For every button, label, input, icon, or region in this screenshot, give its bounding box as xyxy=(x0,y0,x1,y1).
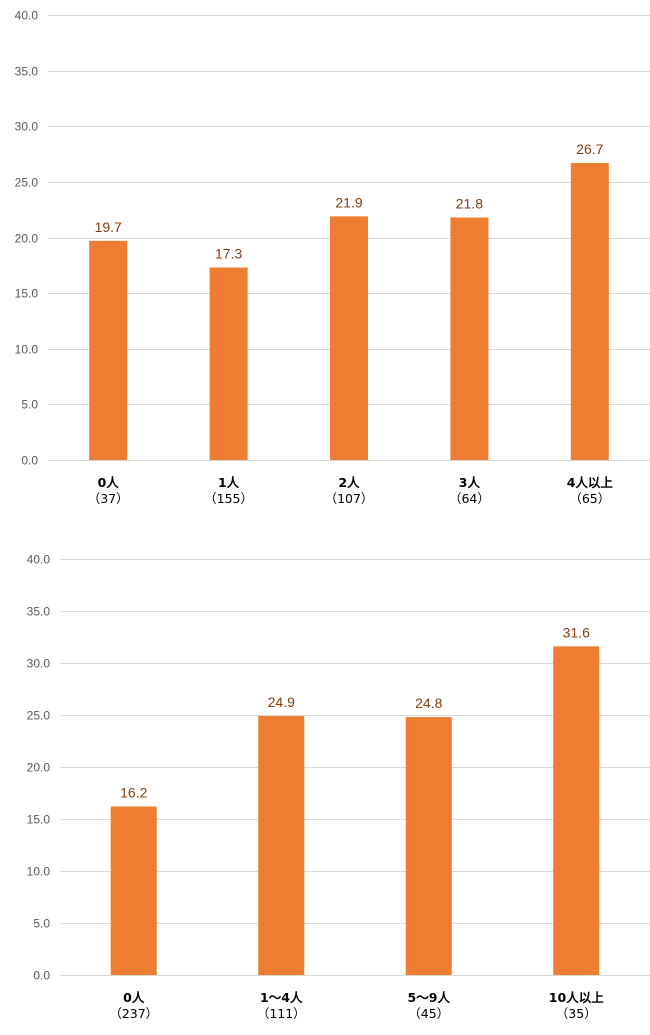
y-tick-label: 15.0 xyxy=(27,813,51,827)
y-tick-label: 25.0 xyxy=(15,176,39,190)
y-tick-label: 20.0 xyxy=(27,761,51,775)
data-label: 24.8 xyxy=(415,695,442,711)
y-tick-label: 35.0 xyxy=(15,65,39,79)
data-label: 16.2 xyxy=(120,785,147,801)
category-label: 1～4人 xyxy=(260,990,303,1005)
data-label: 31.6 xyxy=(563,624,590,640)
data-label: 21.9 xyxy=(335,194,362,210)
bar-chart-bottom: 0.0 5.0 10.0 15.0 20.0 25.0 30.0 35.0 40.0 16.2 0人… xyxy=(27,553,650,1021)
category-label: 10人以上 xyxy=(549,990,604,1005)
category-count-label: （37） xyxy=(88,491,129,506)
y-tick-label: 0.0 xyxy=(21,454,38,468)
y-tick-label: 5.0 xyxy=(33,917,50,931)
bar xyxy=(209,267,248,460)
data-label: 21.8 xyxy=(456,195,483,211)
bar xyxy=(405,717,452,975)
y-tick-label: 25.0 xyxy=(27,709,51,723)
data-label: 24.9 xyxy=(268,694,295,710)
category-count-label: （35） xyxy=(556,1006,597,1021)
bar xyxy=(258,716,305,975)
category-label: 4人以上 xyxy=(567,475,614,490)
bar xyxy=(553,646,600,975)
category-label: 0人 xyxy=(98,475,120,490)
y-tick-label: 15.0 xyxy=(15,287,39,301)
y-tick-label: 20.0 xyxy=(15,232,39,246)
bar xyxy=(450,217,489,460)
data-label: 26.7 xyxy=(576,141,603,157)
bar-chart-top: 0.0 5.0 10.0 15.0 20.0 25.0 30.0 35.0 40.0 19.7 0人… xyxy=(15,9,650,506)
category-label: 2人 xyxy=(338,475,360,490)
category-count-label: （65） xyxy=(569,491,610,506)
y-tick-label: 10.0 xyxy=(15,343,39,357)
category-count-label: （111） xyxy=(257,1006,306,1021)
y-tick-label: 35.0 xyxy=(27,605,51,619)
y-tick-label: 10.0 xyxy=(27,865,51,879)
data-label: 19.7 xyxy=(95,219,122,235)
category-label: 5～9人 xyxy=(408,990,451,1005)
y-tick-label: 30.0 xyxy=(27,657,51,671)
data-label: 17.3 xyxy=(215,246,242,262)
y-tick-label: 0.0 xyxy=(33,969,50,983)
y-tick-label: 30.0 xyxy=(15,120,39,134)
category-count-label: （64） xyxy=(449,491,490,506)
bar xyxy=(89,240,128,460)
y-tick-label: 40.0 xyxy=(15,9,39,23)
category-label: 0人 xyxy=(123,990,145,1005)
bar xyxy=(110,806,157,975)
category-label: 3人 xyxy=(459,475,481,490)
bar xyxy=(330,216,368,460)
category-count-label: （237） xyxy=(109,1006,158,1021)
bar xyxy=(570,162,609,460)
y-tick-label: 40.0 xyxy=(27,553,51,567)
category-count-label: （155） xyxy=(204,491,253,506)
y-tick-label: 5.0 xyxy=(21,398,38,412)
category-count-label: （45） xyxy=(408,1006,449,1021)
category-label: 1人 xyxy=(218,475,240,490)
category-count-label: （107） xyxy=(325,491,374,506)
